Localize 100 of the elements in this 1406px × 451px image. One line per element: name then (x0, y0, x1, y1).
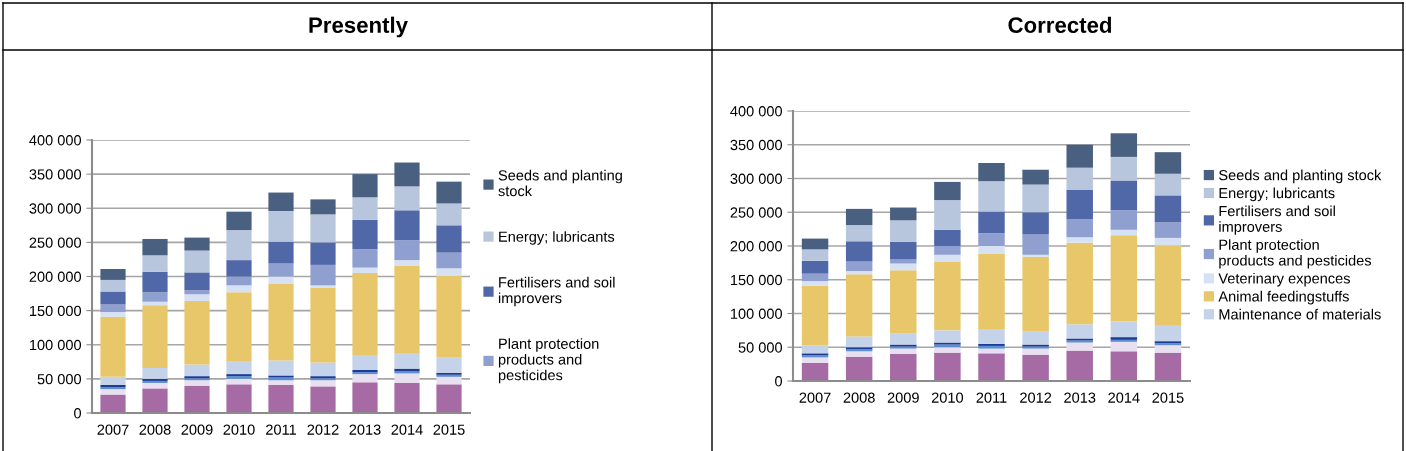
bar (142, 367, 168, 379)
bar (310, 242, 336, 265)
bar (934, 347, 961, 353)
bar (1110, 229, 1138, 236)
bar (934, 352, 961, 381)
legend-label: Energy; lubricants (1219, 187, 1335, 202)
bar (801, 260, 829, 274)
bar (352, 267, 378, 274)
bar (801, 285, 829, 346)
bar (310, 287, 336, 363)
bar (226, 285, 252, 293)
bar (801, 362, 829, 381)
bar (394, 373, 420, 383)
bar (845, 336, 873, 348)
bar (1110, 321, 1138, 338)
bar (100, 316, 126, 377)
bar (978, 353, 1005, 381)
bar (978, 162, 1005, 182)
bar (1154, 352, 1182, 381)
bar (352, 219, 378, 250)
y-tick-label: 100 000 (730, 308, 783, 319)
bar (142, 382, 168, 389)
bar (890, 207, 917, 221)
x-tick-label: 2015 (1152, 392, 1184, 403)
bar (310, 264, 336, 286)
y-tick-label: 300 000 (29, 203, 82, 214)
bar (184, 237, 210, 251)
bar (1066, 189, 1093, 219)
bar (352, 374, 378, 383)
x-tick-label: 2015 (433, 424, 465, 435)
legend-label: Energy; lubricants (499, 231, 615, 245)
bar (1022, 331, 1049, 345)
bar (100, 389, 126, 395)
x-tick-label: 2012 (1020, 392, 1052, 403)
bar (226, 230, 252, 261)
bar (268, 360, 294, 376)
x-tick-label: 2007 (799, 392, 831, 403)
bar (1110, 351, 1138, 381)
bar (142, 292, 168, 302)
legend-label: Seeds and planting stock (1219, 169, 1382, 184)
bar (268, 276, 294, 285)
bar (1154, 152, 1182, 174)
bar (978, 211, 1005, 234)
bar (352, 355, 378, 370)
bar (1154, 325, 1182, 342)
bar (1110, 180, 1138, 211)
bar (1110, 156, 1138, 181)
bar (436, 376, 462, 385)
bar (352, 197, 378, 220)
bar (801, 273, 829, 282)
x-tick-label: 2014 (1108, 392, 1140, 403)
bar (1154, 345, 1182, 353)
bar (184, 294, 210, 302)
legend-label: Fertilisers and soil improvers (1219, 205, 1335, 235)
bar (184, 290, 210, 295)
bar (268, 380, 294, 386)
x-tick-label: 2007 (97, 424, 129, 435)
x-tick-label: 2012 (307, 424, 339, 435)
bar (268, 263, 294, 277)
bar (394, 265, 420, 353)
x-tick-label: 2008 (139, 424, 171, 435)
bar (184, 385, 210, 413)
bar (890, 333, 917, 345)
legend-label: Plant protection products and pesticides (1219, 239, 1372, 269)
bar (1022, 254, 1049, 257)
x-tick-label: 2009 (887, 392, 919, 403)
bar (310, 285, 336, 288)
bar (1110, 210, 1138, 230)
bar (142, 388, 168, 413)
legend-label: Seeds and planting stock (498, 169, 622, 197)
bar (352, 382, 378, 413)
bar (1066, 144, 1093, 168)
y-tick-label: 150 000 (29, 305, 82, 317)
bar (436, 252, 462, 269)
bar (226, 260, 252, 277)
bar (1066, 342, 1093, 351)
bar (1022, 234, 1049, 255)
bar (100, 376, 126, 386)
y-tick-label: 300 000 (730, 173, 783, 184)
bar (394, 352, 420, 369)
bar (268, 241, 294, 264)
bar (226, 384, 252, 413)
bar (436, 357, 462, 373)
bar (801, 249, 829, 261)
bar (1066, 350, 1093, 381)
x-tick-label: 2009 (181, 424, 213, 435)
bar (142, 238, 168, 256)
bar (845, 208, 873, 226)
bar (890, 259, 917, 264)
y-tick-label: 400 000 (730, 106, 783, 117)
bar (1110, 133, 1138, 157)
legend-label: Animal feedingstuffs (1218, 290, 1349, 305)
y-tick-label: 200 000 (730, 241, 783, 252)
bar (978, 233, 1005, 246)
bar (100, 268, 126, 280)
bar (934, 200, 961, 230)
bar (934, 181, 961, 201)
bar (184, 272, 210, 291)
bar (394, 186, 420, 211)
bar (142, 305, 168, 368)
